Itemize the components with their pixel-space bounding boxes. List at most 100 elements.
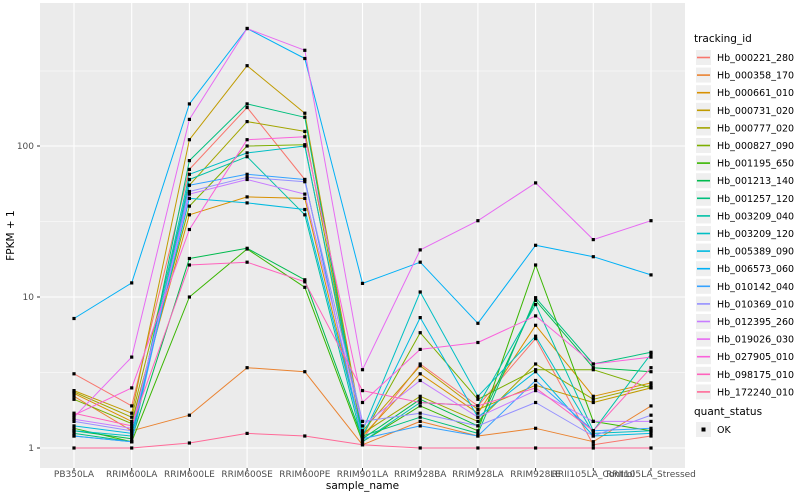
data-point — [476, 446, 480, 450]
data-point — [534, 362, 538, 366]
x-tick-label: RRIM600SE — [221, 470, 273, 480]
data-point — [72, 411, 76, 415]
x-tick-label: RRIM928LE — [510, 470, 561, 480]
legend-entry: Hb_000221_280 — [696, 50, 794, 65]
data-point — [245, 201, 249, 205]
y-tick-label: 100 — [17, 142, 34, 152]
data-point — [649, 355, 653, 359]
data-point — [303, 180, 307, 184]
data-point — [649, 370, 653, 374]
data-point — [476, 397, 480, 401]
data-point — [130, 415, 134, 419]
legend-label: Hb_001257_120 — [717, 194, 794, 205]
data-point — [591, 394, 595, 398]
data-point — [130, 281, 134, 285]
data-point — [534, 389, 538, 393]
data-point — [360, 443, 365, 447]
legend-label: Hb_172240_010 — [717, 387, 794, 398]
data-point — [130, 437, 134, 441]
data-point — [130, 419, 134, 423]
data-point — [72, 417, 76, 421]
data-point — [130, 426, 134, 430]
data-point — [649, 381, 653, 385]
x-tick-label: RRIM600LA — [106, 470, 158, 480]
data-point — [418, 411, 422, 415]
x-tick-label: RRIM928LA — [452, 470, 504, 480]
data-point — [360, 400, 365, 405]
legend-entry: Hb_172240_010 — [696, 384, 794, 400]
data-point — [418, 316, 422, 320]
data-point — [534, 298, 538, 302]
data-point — [649, 352, 653, 356]
data-point — [649, 429, 653, 433]
legend-label: Hb_000661_010 — [717, 88, 794, 99]
data-point — [245, 151, 249, 155]
data-point — [72, 424, 76, 428]
legend-title: quant_status — [694, 406, 762, 418]
data-point — [245, 175, 249, 179]
data-point — [303, 280, 307, 284]
data-point — [245, 120, 249, 124]
data-point — [187, 167, 191, 171]
data-point — [303, 213, 307, 217]
data-point — [187, 159, 191, 163]
data-point — [245, 366, 249, 370]
data-point — [187, 204, 191, 208]
data-point — [130, 429, 134, 433]
data-point — [534, 334, 538, 338]
legend-entry: Hb_006573_060 — [696, 261, 794, 277]
data-point — [360, 419, 365, 423]
legend-entry: Hb_019026_030 — [696, 331, 794, 347]
data-point — [534, 303, 538, 307]
legend-label: Hb_098175_010 — [717, 370, 794, 381]
data-point — [187, 102, 191, 106]
data-point — [418, 364, 422, 368]
data-point — [418, 372, 422, 376]
data-point — [245, 64, 249, 68]
legend-title: tracking_id — [694, 33, 752, 45]
data-point — [245, 431, 249, 435]
data-point — [303, 111, 307, 115]
data-point — [476, 404, 480, 408]
legend-label: Hb_005389_090 — [717, 247, 794, 258]
data-point — [303, 434, 307, 438]
data-point — [649, 273, 653, 277]
data-point — [649, 426, 653, 430]
data-point — [187, 189, 191, 194]
data-point — [534, 426, 538, 430]
data-point — [303, 196, 307, 200]
legend-entry: Hb_001195_650 — [696, 155, 794, 171]
data-point — [476, 219, 480, 223]
data-point — [591, 443, 595, 447]
data-point — [130, 446, 134, 450]
data-point — [534, 181, 538, 185]
data-point — [476, 419, 480, 423]
data-point — [591, 255, 595, 259]
data-point — [303, 192, 307, 196]
legend-entry: Hb_000358_170 — [696, 67, 794, 83]
data-point — [649, 386, 653, 390]
data-point — [187, 192, 191, 196]
data-point — [418, 331, 422, 335]
data-point — [72, 446, 76, 450]
data-point — [72, 316, 76, 321]
axis-ticks — [37, 145, 652, 471]
data-point — [476, 431, 480, 435]
data-point — [534, 370, 538, 374]
data-point — [245, 260, 249, 264]
data-point — [534, 386, 538, 390]
legend-label: Hb_000731_020 — [717, 106, 794, 117]
data-point — [187, 441, 191, 445]
data-point — [72, 419, 76, 423]
data-point — [303, 144, 307, 148]
data-point — [187, 213, 191, 217]
data-point — [360, 281, 365, 285]
legend-label: Hb_019026_030 — [717, 335, 794, 346]
data-point — [187, 183, 191, 187]
y-tick-label: 1 — [28, 444, 34, 454]
data-point — [245, 195, 249, 199]
data-point — [245, 105, 249, 110]
legend-entry: Hb_001213_140 — [696, 173, 794, 189]
data-point — [130, 434, 134, 438]
y-tick-labels: 1 10 100 — [17, 142, 34, 454]
